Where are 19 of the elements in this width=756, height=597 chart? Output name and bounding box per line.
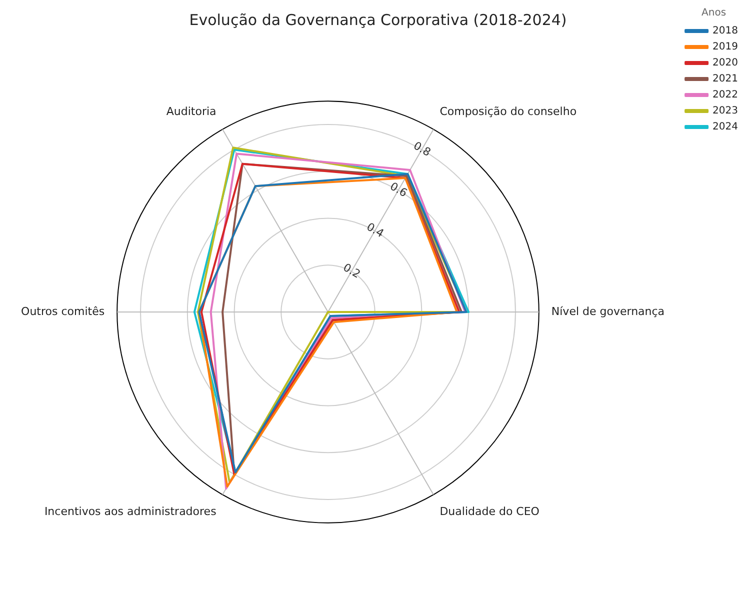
spoke-label: Auditoria bbox=[166, 104, 216, 118]
legend-label: 2022 bbox=[712, 90, 738, 101]
legend-label: 2019 bbox=[712, 42, 738, 53]
y-tick-label: 0.2 bbox=[340, 260, 363, 281]
y-tick-label: 0.4 bbox=[364, 220, 386, 240]
legend-label: 2018 bbox=[712, 26, 738, 37]
legend-label: 2024 bbox=[712, 122, 738, 133]
legend-title: Anos bbox=[702, 8, 726, 19]
legend-label: 2023 bbox=[712, 106, 738, 117]
chart-title: Evolução da Governança Corporativa (2018-2024) bbox=[189, 10, 567, 29]
spoke-label: Dualidade do CEO bbox=[440, 504, 540, 518]
spoke-label: Composição do conselho bbox=[440, 104, 577, 118]
y-tick-label: 0.8 bbox=[411, 139, 433, 160]
legend-label: 2020 bbox=[712, 58, 738, 69]
legend-label: 2021 bbox=[712, 74, 738, 85]
spoke-label: Outros comitês bbox=[21, 304, 105, 318]
y-tick-label: 0.6 bbox=[388, 180, 410, 200]
spoke-label: Nível de governança bbox=[551, 304, 665, 318]
spoke-label: Incentivos aos administradores bbox=[44, 504, 217, 518]
